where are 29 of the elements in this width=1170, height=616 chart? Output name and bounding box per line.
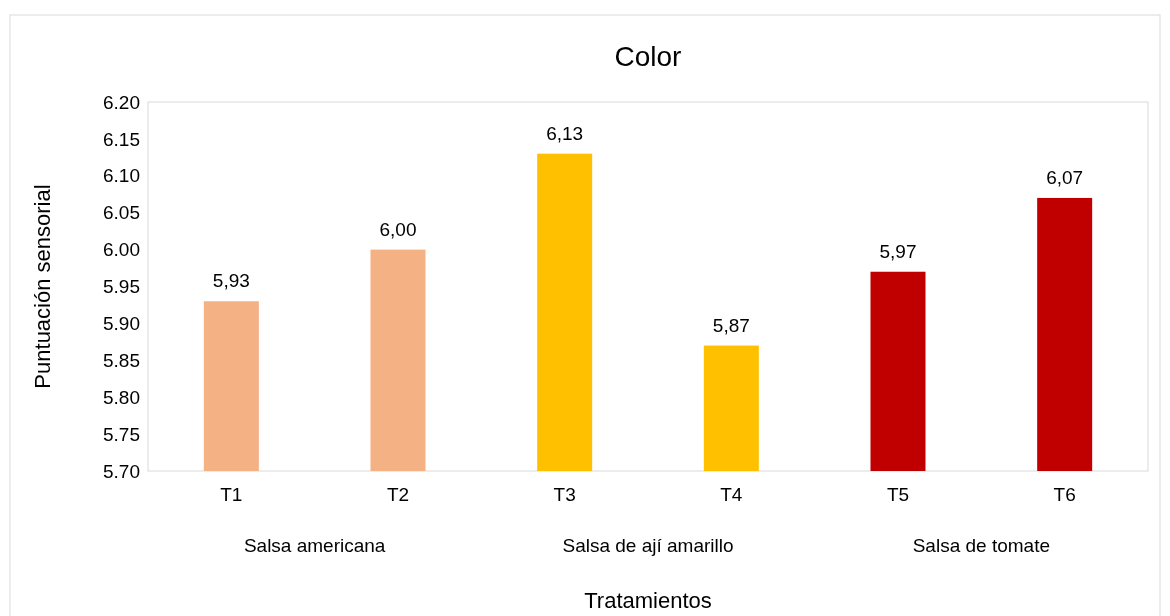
x-axis-title: Tratamientos — [584, 588, 712, 613]
x-tick-label: T1 — [220, 484, 243, 505]
text: Salsa de ají amarillo — [562, 535, 734, 556]
x-tick-label: T4 — [720, 484, 743, 505]
y-tick-label: 6.10 — [103, 165, 140, 187]
y-tick-label: 6.05 — [103, 202, 140, 224]
text: Salsa americana — [243, 535, 386, 556]
x-tick-label: T3 — [553, 484, 576, 505]
y-tick-label: 5.95 — [103, 276, 140, 298]
data-label: 5,97 — [879, 240, 917, 262]
y-tick-label: 6.15 — [103, 128, 140, 150]
text: Salsa de tomate — [912, 535, 1050, 556]
data-label: 6,07 — [1046, 166, 1084, 188]
data-label: 6,13 — [546, 122, 584, 144]
data-label: 6,00 — [379, 218, 417, 240]
y-tick-label: 6.20 — [103, 91, 140, 113]
y-tick-label: 5.70 — [103, 460, 140, 482]
y-axis-title: Puntuación sensorial — [30, 184, 55, 389]
chart-title: Color — [614, 41, 682, 72]
data-label: 5,93 — [212, 270, 250, 292]
y-tick-label: 5.90 — [103, 313, 140, 335]
x-tick-label: T6 — [1053, 484, 1076, 505]
y-tick-label: 5.75 — [103, 423, 140, 445]
y-tick-label: 5.80 — [103, 386, 140, 408]
y-tick-label: 6.00 — [103, 239, 140, 261]
x-tick-label: T5 — [886, 484, 910, 505]
data-label: 5,87 — [712, 314, 750, 336]
x-tick-label: T2 — [386, 484, 410, 505]
y-tick-label: 5.85 — [103, 349, 140, 371]
